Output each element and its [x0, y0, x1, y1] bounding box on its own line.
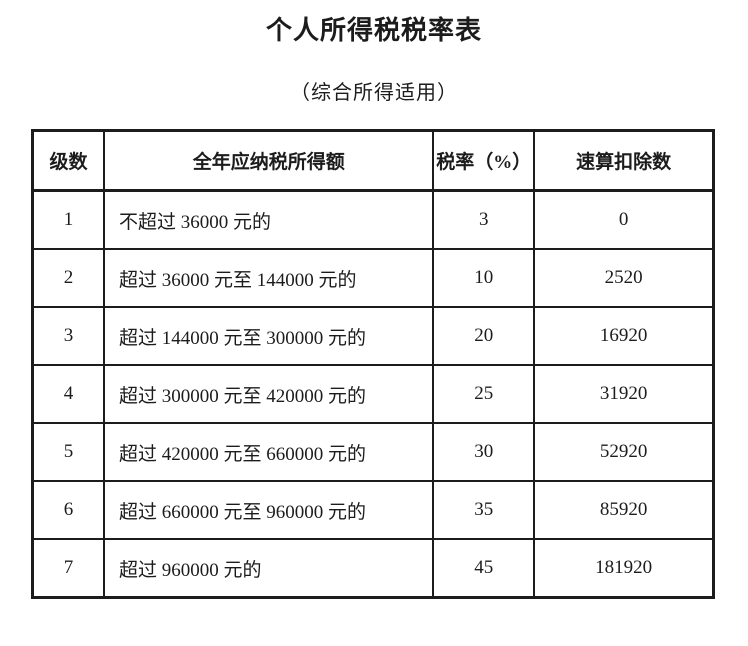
cell-rate: 20 [432, 306, 536, 366]
cell-level: 7 [31, 538, 106, 599]
page-title: 个人所得税税率表 [265, 16, 482, 45]
table-row: 2 超过 36000 元至 144000 元的 10 2520 [31, 248, 715, 308]
cell-rate: 25 [432, 364, 536, 424]
cell-income: 超过 960000 元的 [103, 538, 435, 599]
cell-deduction: 85920 [533, 480, 715, 540]
cell-income: 超过 300000 元至 420000 元的 [103, 364, 435, 424]
cell-deduction: 16920 [533, 306, 715, 366]
cell-rate: 45 [432, 538, 536, 599]
cell-level: 5 [31, 422, 106, 482]
table-row: 1 不超过 36000 元的 3 0 [31, 189, 715, 250]
cell-income: 超过 36000 元至 144000 元的 [103, 248, 435, 308]
cell-deduction: 181920 [533, 538, 715, 599]
cell-deduction: 52920 [533, 422, 715, 482]
cell-level: 6 [31, 480, 106, 540]
table-row: 7 超过 960000 元的 45 181920 [31, 538, 715, 599]
cell-rate: 3 [432, 189, 536, 250]
header-deduction: 速算扣除数 [533, 129, 715, 192]
cell-rate: 35 [432, 480, 536, 540]
table-row: 3 超过 144000 元至 300000 元的 20 16920 [31, 306, 715, 366]
table-row: 4 超过 300000 元至 420000 元的 25 31920 [31, 364, 715, 424]
cell-income: 超过 420000 元至 660000 元的 [103, 422, 435, 482]
cell-level: 1 [31, 189, 106, 250]
cell-level: 2 [31, 248, 106, 308]
header-level: 级数 [31, 129, 106, 192]
table-row: 5 超过 420000 元至 660000 元的 30 52920 [31, 422, 715, 482]
tax-rate-table: 级数 全年应纳税所得额 税率（%） 速算扣除数 1 不超过 36000 元的 3… [31, 129, 715, 599]
cell-level: 3 [31, 306, 106, 366]
cell-rate: 10 [432, 248, 536, 308]
cell-deduction: 31920 [533, 364, 715, 424]
table-header-row: 级数 全年应纳税所得额 税率（%） 速算扣除数 [31, 129, 715, 192]
cell-rate: 30 [432, 422, 536, 482]
cell-income: 超过 660000 元至 960000 元的 [103, 480, 435, 540]
cell-deduction: 0 [533, 189, 715, 250]
cell-income: 不超过 36000 元的 [103, 189, 435, 250]
table-row: 6 超过 660000 元至 960000 元的 35 85920 [31, 480, 715, 540]
cell-deduction: 2520 [533, 248, 715, 308]
header-rate: 税率（%） [432, 129, 536, 192]
page-subtitle: （综合所得适用） [290, 82, 458, 104]
cell-level: 4 [31, 364, 106, 424]
header-income: 全年应纳税所得额 [103, 129, 435, 192]
cell-income: 超过 144000 元至 300000 元的 [103, 306, 435, 366]
